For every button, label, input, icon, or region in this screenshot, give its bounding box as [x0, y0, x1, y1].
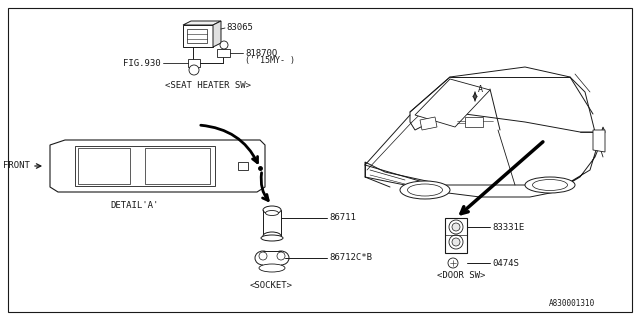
Ellipse shape	[525, 177, 575, 193]
Polygon shape	[465, 117, 483, 127]
Text: 86712C*B: 86712C*B	[329, 253, 372, 262]
Circle shape	[452, 238, 460, 246]
Text: <SOCKET>: <SOCKET>	[250, 282, 293, 291]
Circle shape	[259, 252, 267, 260]
Ellipse shape	[408, 184, 442, 196]
Text: 81870Q: 81870Q	[245, 49, 277, 58]
Ellipse shape	[261, 235, 283, 241]
Circle shape	[189, 65, 199, 75]
Bar	[78, 148, 130, 184]
Polygon shape	[183, 21, 221, 25]
Circle shape	[220, 41, 228, 49]
Circle shape	[449, 235, 463, 249]
Ellipse shape	[273, 251, 289, 265]
Polygon shape	[415, 79, 490, 127]
Bar	[145, 148, 210, 184]
Text: 0474S: 0474S	[492, 259, 519, 268]
Polygon shape	[217, 49, 230, 57]
Text: 83331E: 83331E	[492, 222, 524, 231]
Polygon shape	[213, 21, 221, 47]
Bar	[187, 29, 207, 43]
Text: <SEAT HEATER SW>: <SEAT HEATER SW>	[165, 81, 251, 90]
Ellipse shape	[263, 206, 281, 214]
Polygon shape	[50, 140, 265, 192]
Ellipse shape	[255, 251, 271, 265]
Polygon shape	[420, 117, 437, 130]
Circle shape	[448, 258, 458, 268]
Polygon shape	[263, 251, 281, 265]
Text: A830001310: A830001310	[548, 299, 595, 308]
Circle shape	[277, 252, 285, 260]
Ellipse shape	[266, 211, 278, 215]
Ellipse shape	[259, 264, 285, 272]
Text: FIG.930: FIG.930	[123, 59, 161, 68]
Ellipse shape	[532, 180, 568, 190]
Polygon shape	[188, 59, 200, 67]
Text: DETAIL'A': DETAIL'A'	[110, 202, 158, 211]
Polygon shape	[410, 67, 595, 132]
Ellipse shape	[400, 181, 450, 199]
Polygon shape	[183, 25, 213, 47]
Text: <DOOR SW>: <DOOR SW>	[437, 271, 485, 281]
Text: A: A	[478, 85, 483, 94]
Circle shape	[452, 223, 460, 231]
Text: 86711: 86711	[329, 213, 356, 222]
Bar	[238, 162, 248, 170]
Bar	[75, 146, 215, 186]
Ellipse shape	[263, 232, 281, 240]
Polygon shape	[593, 130, 605, 152]
Polygon shape	[445, 218, 467, 253]
Polygon shape	[365, 127, 605, 197]
Text: ('’15MY- ): ('’15MY- )	[245, 57, 295, 66]
Text: 83065: 83065	[226, 22, 253, 31]
Text: FRONT: FRONT	[3, 162, 30, 171]
Circle shape	[449, 220, 463, 234]
